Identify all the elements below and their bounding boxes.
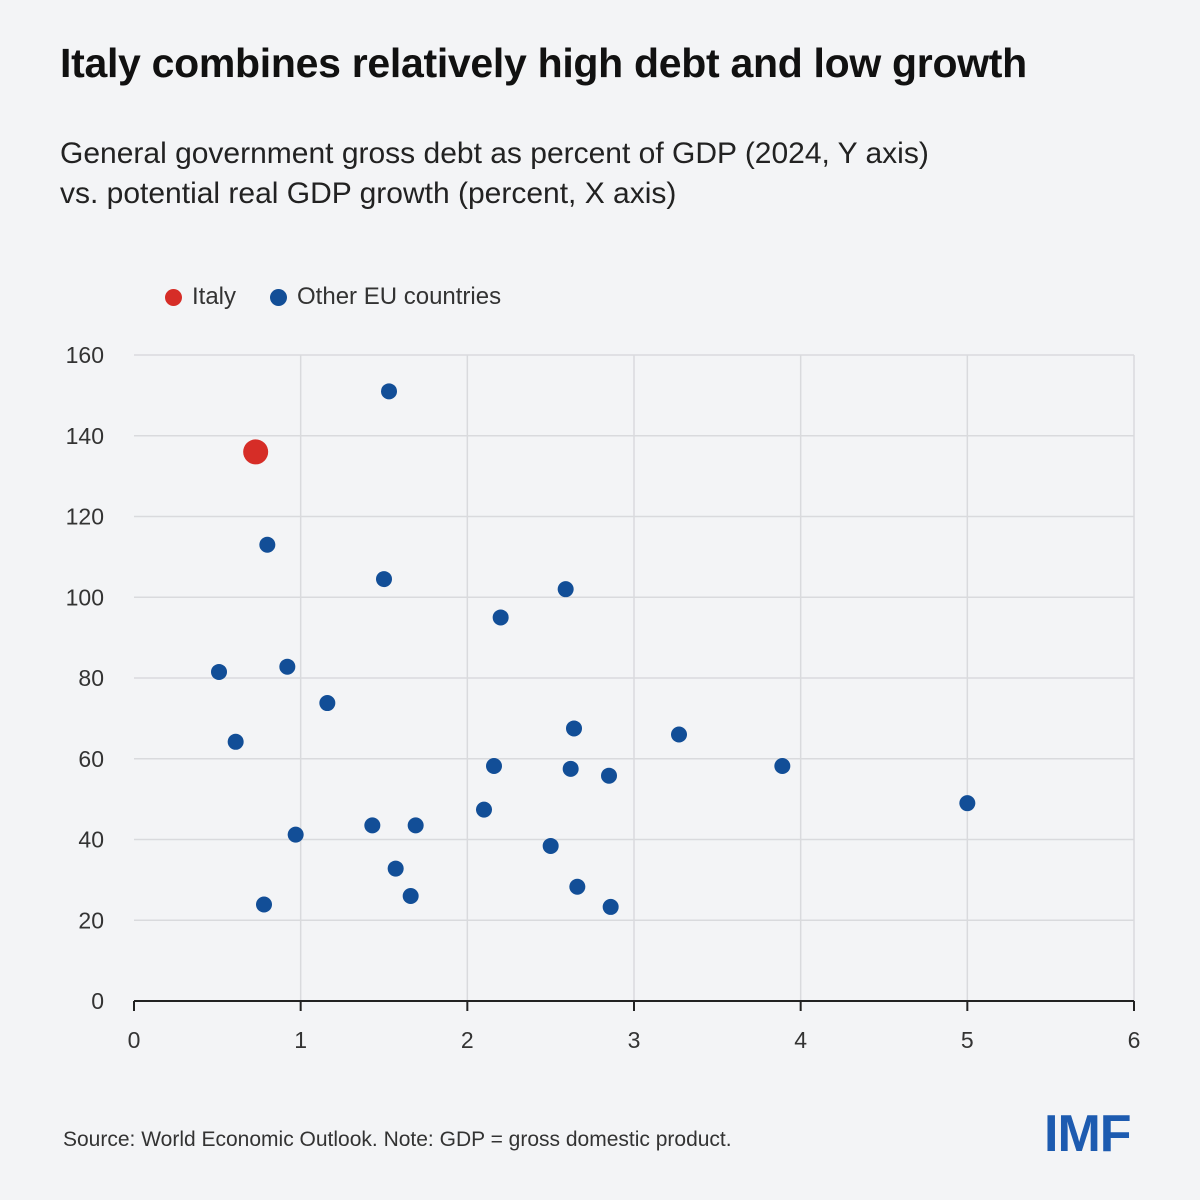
point-other-eu-countries-17: [287, 826, 304, 843]
point-other-eu-countries-1: [259, 536, 276, 553]
point-other-eu-countries-16: [476, 801, 492, 818]
y-tick-label-120: 120: [66, 504, 104, 530]
point-other-eu-countries-14: [774, 758, 791, 775]
point-other-eu-countries-19: [407, 817, 424, 834]
legend-item-other-eu: Other EU countries: [270, 283, 501, 311]
y-tick-label-40: 40: [78, 827, 104, 853]
chart-subtitle: General government gross debt as percent…: [60, 134, 1140, 214]
y-tick-label-20: 20: [78, 907, 104, 933]
legend-label-italy: Italy: [192, 283, 237, 310]
point-other-eu-countries-4: [492, 609, 509, 626]
chart-title: Italy combines relatively high debt and …: [60, 40, 1027, 86]
grid-lines: [134, 354, 1135, 1001]
chart-legend: Italy Other EU countries: [165, 283, 535, 311]
x-tick-label-2: 2: [461, 1027, 474, 1053]
point-italy-0: [243, 439, 269, 465]
x-tick-label-4: 4: [794, 1027, 807, 1053]
point-other-eu-countries-20: [542, 837, 559, 854]
source-note: Source: World Economic Outlook. Note: GD…: [63, 1128, 732, 1151]
data-points: [211, 383, 976, 915]
y-tick-label-80: 80: [78, 665, 104, 691]
point-other-eu-countries-21: [387, 860, 404, 877]
point-other-eu-countries-18: [364, 817, 381, 834]
y-tick-label-0: 0: [91, 988, 104, 1014]
point-other-eu-countries-9: [566, 720, 582, 737]
point-other-eu-countries-10: [671, 726, 687, 743]
legend-dot-other-eu: [270, 288, 288, 306]
subtitle-line-2: vs. potential real GDP growth (percent, …: [60, 177, 677, 210]
y-tick-label-60: 60: [78, 746, 104, 772]
point-other-eu-countries-15: [959, 795, 976, 812]
point-other-eu-countries-24: [602, 898, 619, 915]
point-other-eu-countries-12: [562, 760, 579, 777]
x-tick-label-5: 5: [961, 1027, 974, 1053]
x-tick-label-3: 3: [628, 1027, 641, 1053]
point-other-eu-countries-22: [402, 888, 419, 905]
point-other-eu-countries-11: [486, 758, 502, 775]
point-other-eu-countries-7: [319, 695, 336, 712]
point-other-eu-countries-25: [256, 896, 272, 913]
point-other-eu-countries-8: [227, 733, 244, 750]
point-other-eu-countries-3: [557, 581, 574, 598]
x-tick-label-0: 0: [128, 1027, 141, 1053]
point-other-eu-countries-0: [381, 383, 397, 400]
x-tick-label-6: 6: [1128, 1027, 1141, 1053]
y-tick-label-140: 140: [66, 423, 104, 449]
point-other-eu-countries-23: [569, 878, 586, 895]
legend-label-other-eu: Other EU countries: [297, 283, 502, 310]
point-other-eu-countries-5: [211, 663, 227, 680]
legend-item-italy: Italy: [165, 283, 236, 311]
point-other-eu-countries-13: [601, 767, 617, 784]
x-tick-label-1: 1: [294, 1027, 307, 1053]
point-other-eu-countries-6: [279, 658, 296, 675]
y-tick-label-160: 160: [66, 342, 104, 368]
y-tick-label-100: 100: [66, 584, 104, 610]
point-other-eu-countries-2: [376, 571, 392, 588]
imf-logo: IMF: [1044, 1105, 1132, 1163]
legend-dot-italy: [165, 288, 182, 306]
axes: [133, 1000, 1135, 1011]
subtitle-line-1: General government gross debt as percent…: [60, 137, 929, 170]
